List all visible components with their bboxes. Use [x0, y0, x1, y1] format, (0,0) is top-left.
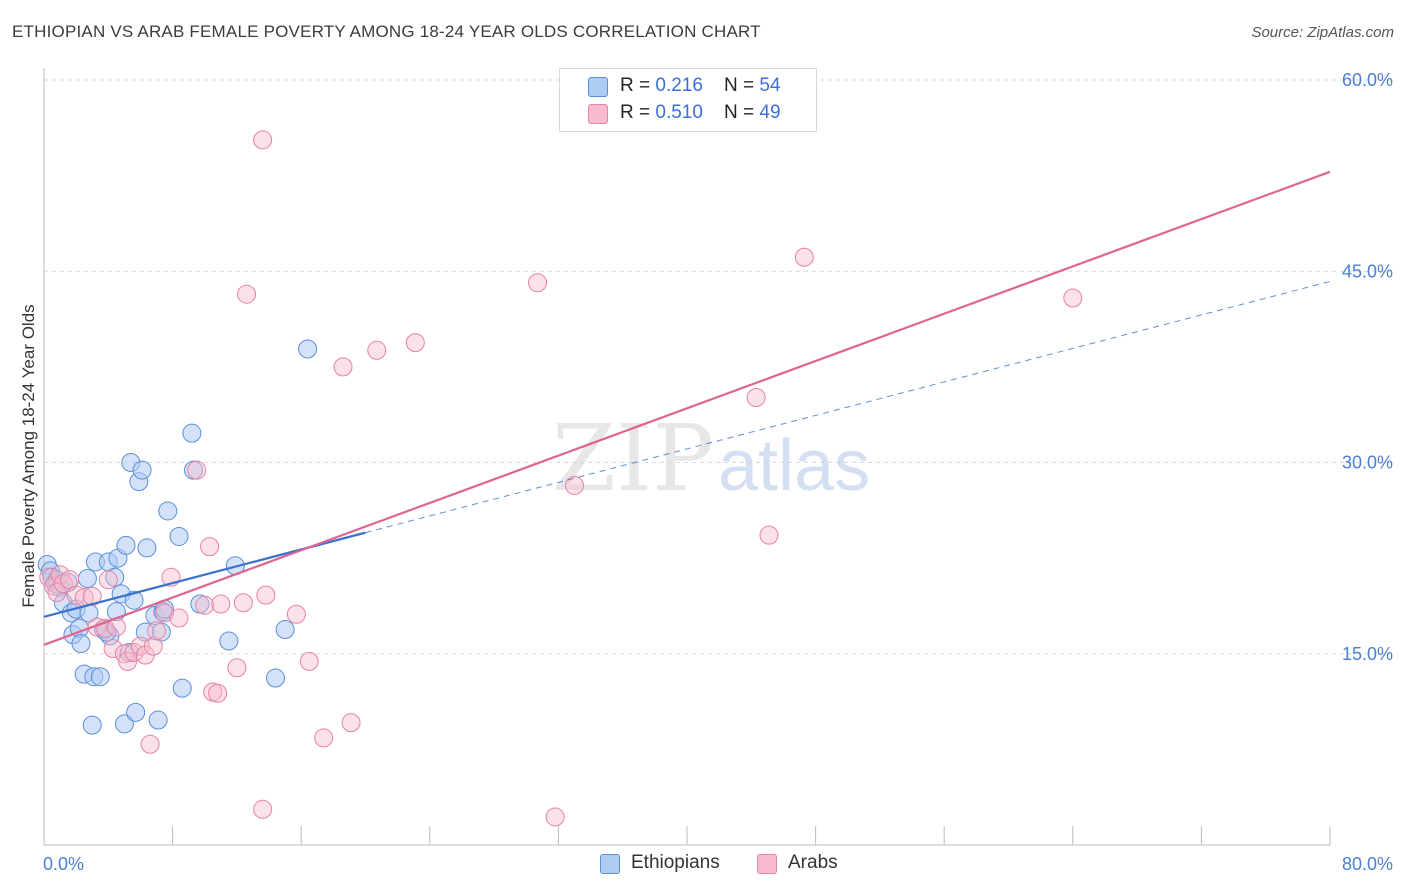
watermark-zip: ZIP [552, 405, 714, 512]
ethiopians-point [298, 339, 318, 359]
arabs-point [314, 728, 334, 748]
ethiopians-trend-extension [365, 280, 1331, 534]
arabs-point [200, 537, 220, 557]
watermark-atlas: atlas [718, 426, 870, 506]
y-tick-label: 15.0% [1342, 644, 1393, 664]
arabs-point [87, 617, 107, 637]
ethiopians-point [90, 667, 110, 687]
stats-legend: R = 0.216 N = 54 R = 0.510 N = 49 [559, 68, 817, 132]
arabs-point [208, 683, 228, 703]
arabs-point [66, 585, 86, 605]
arabs-point [82, 586, 102, 606]
arabs-point [147, 621, 167, 641]
source-label: Source: ZipAtlas.com [1251, 24, 1394, 41]
y-tick-label: 45.0% [1342, 261, 1393, 281]
legend-r-label: R = [620, 102, 656, 123]
bottom-legend-label-arabs: Arabs [788, 852, 838, 873]
ethiopians-point [124, 590, 144, 610]
x-tick-label: 80.0% [1342, 854, 1393, 874]
ethiopians-point [137, 538, 157, 558]
axes [43, 68, 1331, 846]
legend-n-label: N = [724, 102, 760, 123]
arabs-point [187, 460, 207, 480]
legend-swatch-ethiopians [588, 77, 608, 97]
arabs-point [564, 475, 584, 495]
arabs-point [1063, 288, 1083, 308]
arabs-point [143, 636, 163, 656]
arabs-point [169, 608, 189, 628]
y-tick-label: 60.0% [1342, 70, 1393, 90]
arabs-point [98, 570, 118, 590]
arabs-point [195, 595, 215, 615]
arabs-point [746, 387, 766, 407]
bottom-legend-swatch-arabs [757, 854, 777, 874]
arabs-point [528, 273, 548, 293]
arabs-point [253, 130, 273, 150]
ethiopians-point [219, 631, 239, 651]
arabs-point [140, 734, 160, 754]
arabs-trend-line [43, 170, 1331, 646]
arabs-point [227, 658, 247, 678]
arabs-point [286, 604, 306, 624]
arabs-point [405, 333, 425, 353]
arabs-point [367, 340, 387, 360]
bottom-legend-label-ethiopians: Ethiopians [631, 852, 720, 873]
y-tick-label: 30.0% [1342, 453, 1393, 473]
ethiopians-points [37, 339, 318, 735]
x-tick-label: 0.0% [43, 854, 84, 874]
gridlines [44, 79, 1395, 655]
arabs-point [211, 594, 231, 614]
arabs-point [299, 651, 319, 671]
arabs-point [253, 799, 273, 819]
arabs-point [341, 713, 361, 733]
legend-n-value: 54 [759, 75, 781, 96]
ethiopians-point [148, 710, 168, 730]
ethiopians-point [77, 569, 97, 589]
arabs-point [545, 807, 565, 827]
ethiopians-point [116, 535, 136, 555]
ethiopians-point [172, 678, 192, 698]
arabs-point [114, 644, 134, 664]
legend-r-value: 0.216 [655, 75, 703, 96]
arabs-point [233, 593, 253, 613]
arabs-point [103, 639, 123, 659]
arabs-point [759, 525, 779, 545]
legend-swatch-arabs [588, 104, 608, 124]
ethiopians-point [275, 620, 295, 640]
arabs-point [39, 567, 59, 587]
ethiopians-point [182, 423, 202, 443]
watermark: ZIP atlas [552, 405, 870, 512]
ethiopians-point [132, 460, 152, 480]
legend-r-value: 0.510 [655, 102, 703, 123]
ethiopians-point [169, 526, 189, 546]
bottom-legend-swatch-ethiopians [600, 854, 620, 874]
arabs-point [333, 357, 353, 377]
legend-r-label: R = [620, 75, 656, 96]
ethiopians-point [126, 702, 146, 722]
legend-n-value: 49 [759, 102, 781, 123]
ethiopians-point [71, 634, 91, 654]
arabs-point [155, 603, 175, 623]
ethiopians-point [265, 668, 285, 688]
chart-title: ETHIOPIAN VS ARAB FEMALE POVERTY AMONG 1… [12, 22, 761, 41]
arabs-point [256, 585, 276, 605]
legend-n-label: N = [724, 75, 760, 96]
ethiopians-point [82, 715, 102, 735]
arabs-point [237, 284, 257, 304]
ethiopians-point [158, 501, 178, 521]
trend-lines [43, 170, 1331, 646]
arabs-points [39, 130, 1083, 827]
tick-labels: 15.0% 30.0% 45.0% 60.0% 0.0% 80.0% [43, 70, 1393, 874]
y-axis-title: Female Poverty Among 18-24 Year Olds [19, 304, 38, 607]
arabs-point [794, 247, 814, 267]
ethiopians-point [114, 714, 134, 734]
